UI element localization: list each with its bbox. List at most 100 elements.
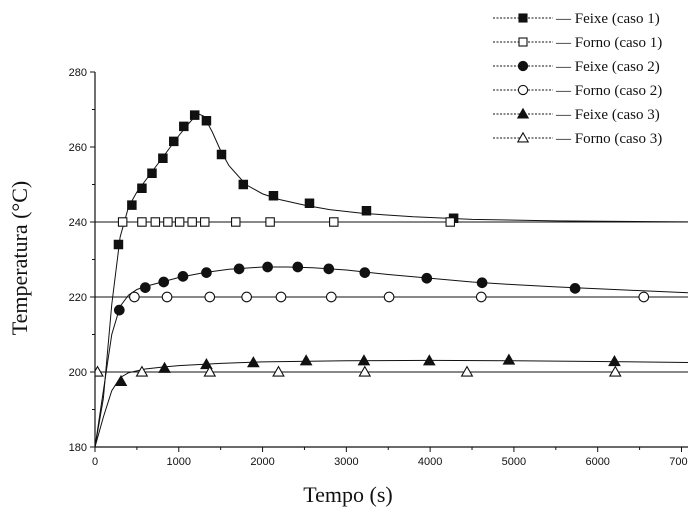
series-6 [95, 365, 688, 377]
legend-item: — Forno (caso 2) [493, 83, 662, 99]
data-point [329, 217, 339, 227]
data-point [113, 304, 125, 316]
legend-label: — Feixe (caso 3) [555, 107, 660, 123]
data-point [421, 272, 433, 284]
data-point [304, 198, 315, 209]
series-4 [95, 291, 688, 303]
data-point [275, 291, 287, 303]
legend-label: — Feixe (caso 1) [555, 11, 660, 27]
data-point [272, 365, 285, 377]
data-point [233, 263, 245, 275]
data-point [114, 374, 128, 386]
legend-marker [518, 37, 528, 47]
y-tick-label: 180 [69, 442, 87, 454]
data-point [262, 261, 273, 273]
data-point [169, 136, 179, 147]
legend: — Feixe (caso 1) — Forno (caso 1) — Feixe … [493, 11, 662, 147]
data-point [113, 239, 124, 250]
legend-label: — Forno (caso 3) [555, 131, 662, 147]
data-point [200, 357, 213, 370]
series-5 [95, 353, 688, 447]
axes: 0 1000 2000 3000 4000 5000 6000 7000 180 200 220 24… [69, 67, 688, 468]
legend-marker [517, 60, 529, 72]
data-point [179, 121, 189, 132]
data-point [187, 217, 197, 227]
x-tick-label: 6000 [585, 456, 609, 468]
data-point [422, 354, 436, 366]
data-point [231, 217, 241, 227]
data-point [189, 110, 200, 120]
series-line [95, 359, 688, 447]
data-point [569, 283, 581, 294]
data-point [150, 217, 161, 227]
data-point [502, 353, 516, 365]
legend-item: — Feixe (caso 2) [493, 59, 660, 75]
data-point [161, 291, 173, 303]
data-point [460, 365, 474, 377]
data-point [203, 365, 217, 377]
data-point [357, 354, 371, 366]
data-point [135, 365, 149, 377]
data-point [163, 217, 173, 227]
data-point [383, 291, 395, 303]
data-point [95, 365, 104, 377]
data-point [608, 354, 621, 367]
data-point [445, 217, 455, 227]
legend-item: — Feixe (caso 1) [493, 11, 660, 27]
legend-label: — Forno (caso 1) [555, 35, 662, 51]
legend-marker [516, 107, 530, 119]
data-point [292, 261, 304, 273]
x-tick-label: 0 [92, 456, 98, 468]
series-2 [95, 217, 688, 227]
data-point [247, 356, 260, 368]
data-point [137, 217, 147, 227]
data-point [268, 191, 279, 201]
legend-item: — Forno (caso 3) [493, 131, 662, 147]
y-tick-label: 240 [69, 217, 87, 229]
data-point [241, 291, 252, 303]
y-axis-title: Temperatura (°C) [7, 181, 32, 335]
data-point [361, 206, 372, 216]
x-tick-label: 5000 [502, 456, 526, 468]
series-3 [95, 261, 688, 447]
legend-marker [518, 13, 528, 23]
x-tick-label: 7000 [669, 456, 688, 468]
x-tick-label: 3000 [334, 456, 358, 468]
data-point [158, 276, 170, 288]
series-line [95, 113, 688, 447]
x-tick-label: 4000 [418, 456, 442, 468]
data-point [177, 271, 189, 282]
data-point [147, 168, 157, 179]
y-tick-label: 200 [69, 367, 87, 379]
x-tick-label: 1000 [167, 456, 191, 468]
x-axis-title: Tempo (s) [303, 482, 393, 507]
data-point [475, 291, 487, 303]
legend-label: — Forno (caso 2) [555, 83, 662, 99]
data-point [200, 217, 210, 227]
data-point [238, 179, 249, 190]
data-point [638, 291, 650, 303]
data-point [174, 217, 185, 227]
data-point [299, 354, 313, 366]
data-point [608, 365, 622, 377]
data-point [129, 291, 140, 303]
legend-marker [516, 131, 530, 143]
data-point [158, 153, 168, 164]
data-point [117, 217, 128, 227]
plot-area [95, 110, 688, 447]
legend-item: — Forno (caso 1) [493, 35, 662, 51]
data-point [127, 200, 137, 210]
data-point [325, 291, 337, 303]
data-point [358, 365, 372, 377]
data-point [204, 291, 216, 303]
data-point [139, 282, 151, 293]
data-point [201, 267, 212, 278]
legend-label: — Feixe (caso 2) [555, 59, 660, 75]
data-point [216, 149, 227, 160]
data-point [323, 263, 335, 275]
data-point [137, 183, 147, 194]
x-tick-label: 2000 [250, 456, 274, 468]
legend-marker [517, 84, 529, 96]
data-point [359, 267, 371, 278]
